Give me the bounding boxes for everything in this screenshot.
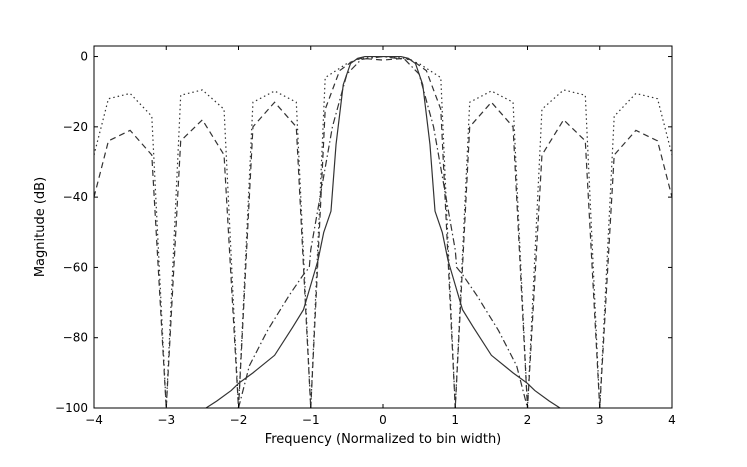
y-tick-label: 0 — [80, 50, 88, 64]
series-line-solid — [205, 55, 561, 408]
y-tick-label: −100 — [55, 401, 88, 415]
x-tick-label: 4 — [668, 413, 676, 427]
y-tick-label: −40 — [63, 190, 88, 204]
series-line-dotted — [94, 55, 672, 408]
x-tick-label: 3 — [596, 413, 604, 427]
y-axis-label: Magnitude (dB) — [33, 177, 48, 277]
x-tick-label: 2 — [524, 413, 532, 427]
x-tick-label: −3 — [157, 413, 175, 427]
y-tick-label: −20 — [63, 120, 88, 134]
ticks-layer: −4 −3 −2 −1 0 1 2 3 4 0 −20 −40 −60 −80 −100 — [55, 46, 676, 427]
series-line-dashdot — [237, 55, 529, 408]
x-tick-label: −1 — [302, 413, 320, 427]
x-tick-label: −2 — [230, 413, 248, 427]
x-axis-label: Frequency (Normalized to bin width) — [265, 432, 502, 447]
x-tick-label: −4 — [85, 413, 103, 427]
y-tick-label: −60 — [63, 260, 88, 274]
y-tick-label: −80 — [63, 331, 88, 345]
x-tick-label: 0 — [379, 413, 387, 427]
series-layer — [94, 55, 672, 408]
x-tick-label: 1 — [451, 413, 459, 427]
